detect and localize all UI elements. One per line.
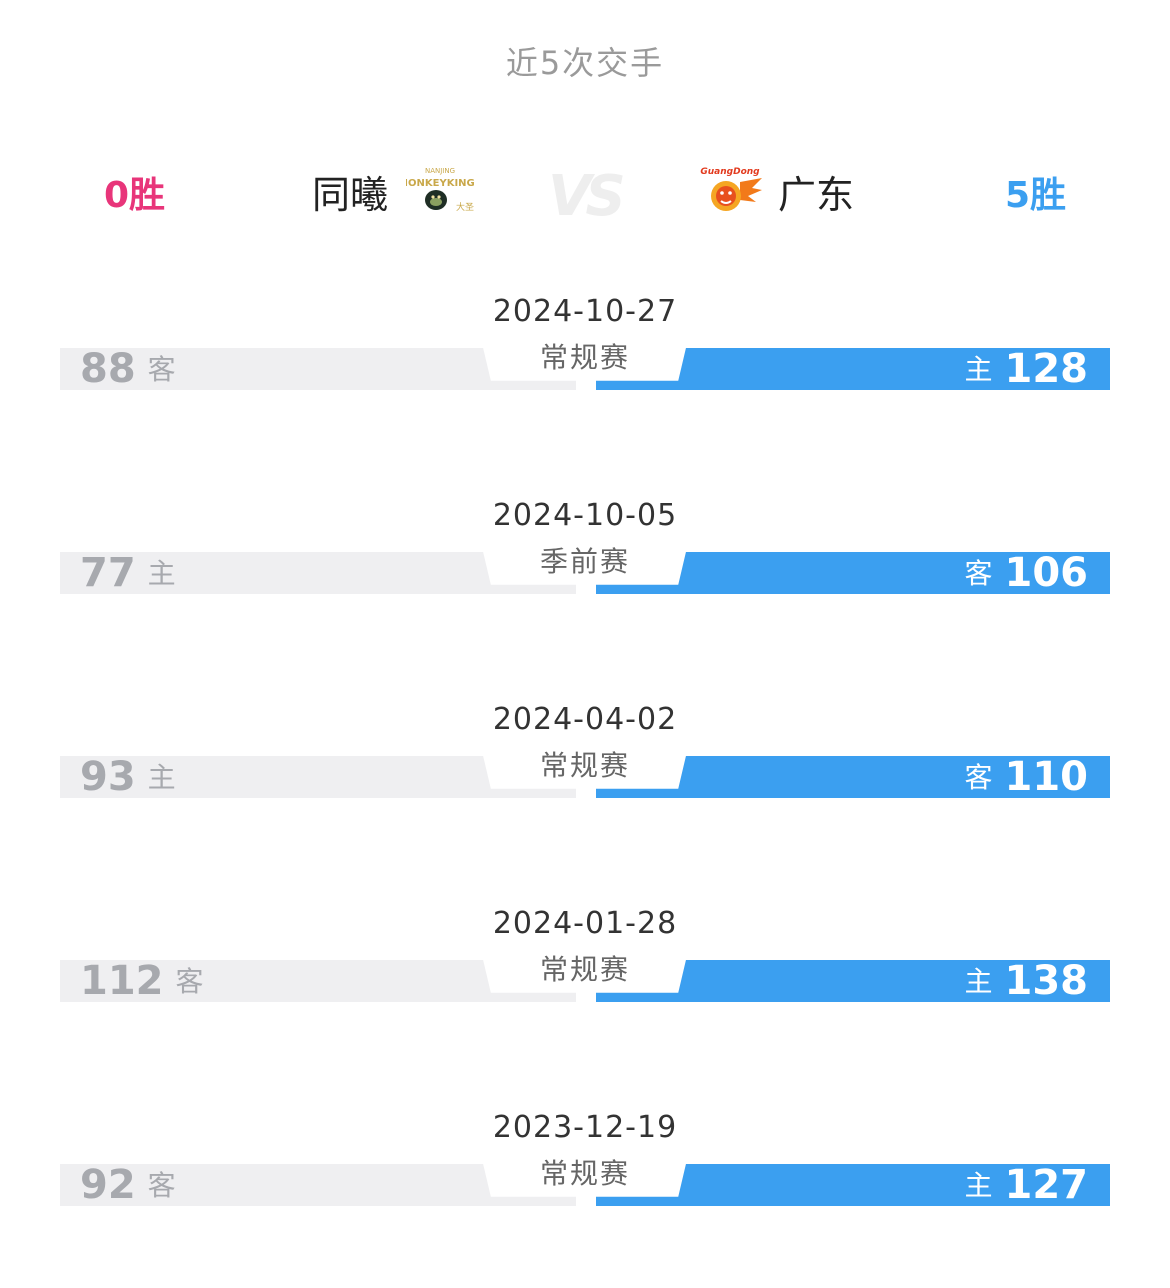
left-score: 88 客 xyxy=(80,346,176,392)
left-score: 112 客 xyxy=(80,958,204,1004)
right-score-value: 127 xyxy=(1004,1162,1089,1208)
match-row[interactable]: 2024-10-05 季前赛 77 主 客 106 xyxy=(0,498,1170,608)
right-home-away: 主 xyxy=(964,1169,993,1202)
match-date: 2024-04-02 xyxy=(492,702,678,737)
right-score-value: 128 xyxy=(1004,346,1089,392)
right-score: 客 106 xyxy=(964,550,1088,596)
left-team-wins: 0胜 xyxy=(104,175,166,216)
match-date: 2024-10-27 xyxy=(492,294,678,329)
left-score-value: 112 xyxy=(80,958,164,1004)
match-row[interactable]: 2024-04-02 常规赛 93 主 客 110 xyxy=(0,702,1170,812)
left-home-away: 客 xyxy=(175,965,204,998)
left-score-value: 93 xyxy=(80,754,136,800)
svg-text:NANJING: NANJING xyxy=(425,167,455,175)
match-stage: 季前赛 xyxy=(539,545,630,578)
svg-text:GuangDong: GuangDong xyxy=(700,167,760,177)
left-home-away: 主 xyxy=(147,761,176,794)
right-home-away: 主 xyxy=(964,965,993,998)
right-team-name[interactable]: 广东 xyxy=(778,173,855,217)
match-stage: 常规赛 xyxy=(539,1157,630,1190)
right-home-away: 主 xyxy=(964,353,993,386)
matchup-header: 0胜 同曦 NANJING MONKEYKINGS 大圣 VS GuangDon… xyxy=(0,150,1170,230)
match-stage: 常规赛 xyxy=(539,341,630,374)
left-score-value: 88 xyxy=(80,346,136,392)
right-home-away: 客 xyxy=(964,761,993,794)
match-row[interactable]: 2024-01-28 常规赛 112 客 主 138 xyxy=(0,906,1170,1016)
left-score-value: 77 xyxy=(80,550,136,596)
right-score-value: 106 xyxy=(1004,550,1089,596)
right-home-away: 客 xyxy=(964,557,993,590)
match-date: 2024-01-28 xyxy=(492,906,678,941)
guangdong-tigers-logo-icon[interactable]: GuangDong xyxy=(696,164,764,214)
right-score: 主 127 xyxy=(964,1162,1088,1208)
right-score-value: 138 xyxy=(1004,958,1089,1004)
nanjing-monkey-kings-logo-icon[interactable]: NANJING MONKEYKINGS 大圣 xyxy=(406,164,474,214)
left-home-away: 客 xyxy=(147,1169,176,1202)
right-team-wins: 5胜 xyxy=(1004,175,1066,216)
vs-mark: VS xyxy=(548,164,626,229)
left-team-name[interactable]: 同曦 xyxy=(312,173,389,217)
match-row[interactable]: 2024-10-27 常规赛 88 客 主 128 xyxy=(0,294,1170,404)
svg-text:MONKEYKINGS: MONKEYKINGS xyxy=(406,178,474,189)
left-score: 77 主 xyxy=(80,550,176,596)
left-score-value: 92 xyxy=(80,1162,136,1208)
match-stage: 常规赛 xyxy=(539,953,630,986)
left-score: 93 主 xyxy=(80,754,176,800)
left-score: 92 客 xyxy=(80,1162,176,1208)
right-score: 客 110 xyxy=(964,754,1088,800)
section-title: 近5次交手 xyxy=(505,44,665,82)
svg-text:大圣: 大圣 xyxy=(456,201,474,213)
right-score: 主 138 xyxy=(964,958,1088,1004)
right-score-value: 110 xyxy=(1004,754,1089,800)
match-stage: 常规赛 xyxy=(539,749,630,782)
left-home-away: 主 xyxy=(147,557,176,590)
match-date: 2023-12-19 xyxy=(492,1110,678,1145)
match-row[interactable]: 2023-12-19 常规赛 92 客 主 127 xyxy=(0,1110,1170,1220)
left-home-away: 客 xyxy=(147,353,176,386)
match-date: 2024-10-05 xyxy=(492,498,678,533)
right-score: 主 128 xyxy=(964,346,1088,392)
